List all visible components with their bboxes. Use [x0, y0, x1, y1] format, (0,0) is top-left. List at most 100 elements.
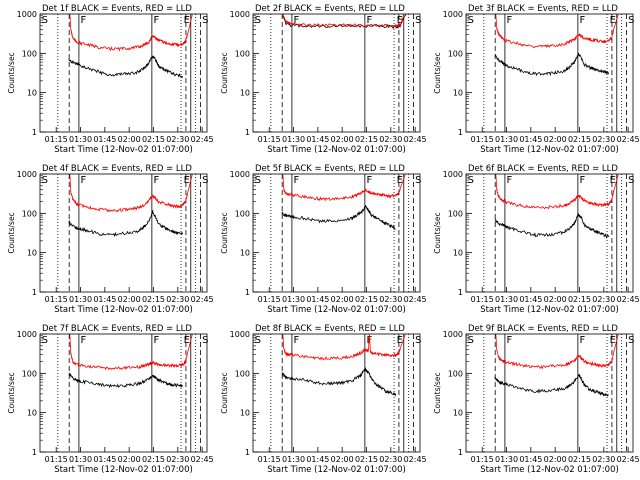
x-tick-label: 01:30: [69, 455, 92, 464]
x-tick-label: 02:00: [118, 295, 141, 304]
x-tick-label: 02:45: [617, 295, 640, 304]
phase-label: S: [468, 335, 474, 346]
y-tick-label: 10: [453, 89, 463, 98]
y-tick-label: 1: [458, 288, 463, 297]
phase-label: S: [202, 175, 208, 186]
x-axis-label: Start Time (12-Nov-02 01:07:00): [267, 145, 406, 155]
x-tick-label: 02:15: [142, 455, 165, 464]
panel-title: Det 7f BLACK = Events, RED = LLD: [42, 324, 192, 334]
y-tick-label: 100: [22, 209, 37, 218]
phase-label: S: [42, 335, 48, 346]
phase-label: S: [42, 175, 48, 186]
y-tick-label: 1: [458, 448, 463, 457]
x-axis-label: Start Time (12-Nov-02 01:07:00): [54, 145, 193, 155]
plot-frame: [39, 333, 208, 453]
lld-series-line: [495, 333, 619, 370]
y-tick-label: 100: [235, 369, 250, 378]
x-tick-label: 02:30: [592, 455, 615, 464]
x-tick-label: 01:45: [93, 295, 116, 304]
panel-title: Det 3f BLACK = Events, RED = LLD: [468, 4, 618, 14]
phase-label: F: [579, 335, 585, 346]
panel-title: Det 2f BLACK = Events, RED = LLD: [255, 4, 405, 14]
x-tick-label: 01:45: [306, 135, 329, 144]
phase-label: S: [202, 335, 208, 346]
phase-label: S: [415, 335, 421, 346]
y-tick-label: 1000: [17, 330, 37, 339]
x-tick-label: 01:15: [45, 455, 68, 464]
y-axis-label: Counts/sec: [7, 52, 16, 93]
panel-title: Det 1f BLACK = Events, RED = LLD: [42, 4, 192, 14]
events-series-line: [494, 52, 610, 77]
x-axis-label: Start Time (12-Nov-02 01:07:00): [480, 145, 619, 155]
x-tick-label: 02:00: [118, 455, 141, 464]
phase-label: F: [579, 15, 585, 26]
x-tick-label: 02:00: [544, 455, 567, 464]
y-tick-label: 10: [240, 89, 250, 98]
x-tick-label: 01:30: [495, 295, 518, 304]
x-tick-label: 01:45: [93, 135, 116, 144]
x-tick-label: 02:00: [331, 295, 354, 304]
phase-label: S: [628, 175, 634, 186]
x-tick-label: 01:15: [45, 135, 68, 144]
x-tick-label: 02:00: [331, 135, 354, 144]
x-tick-label: 01:15: [258, 135, 281, 144]
x-axis-label: Start Time (12-Nov-02 01:07:00): [54, 465, 193, 475]
x-tick-label: 02:45: [191, 135, 214, 144]
panel-det-6: Det 6f BLACK = Events, RED = LLD 1 10 100 10…: [433, 164, 640, 315]
events-series-line: [281, 204, 396, 230]
x-tick-label: 02:00: [544, 135, 567, 144]
y-axis-label: Counts/sec: [220, 372, 229, 413]
lld-series-line: [282, 333, 406, 361]
x-tick-label: 01:45: [519, 135, 542, 144]
x-tick-label: 01:30: [69, 135, 92, 144]
x-tick-label: 01:15: [258, 295, 281, 304]
panel-title: Det 4f BLACK = Events, RED = LLD: [42, 164, 192, 174]
x-tick-label: 02:15: [142, 135, 165, 144]
x-tick-label: 02:00: [544, 295, 567, 304]
plot-frame: [39, 173, 208, 293]
plot-frame: [465, 13, 634, 133]
x-tick-label: 02:30: [592, 295, 615, 304]
y-tick-label: 1000: [443, 170, 463, 179]
events-series-line: [494, 213, 610, 239]
y-axis-label: Counts/sec: [433, 52, 442, 93]
x-tick-label: 01:45: [306, 295, 329, 304]
panel-det-8: Det 8f BLACK = Events, RED = LLD 1 10 100 10…: [220, 324, 427, 475]
phase-label: E: [184, 335, 190, 346]
y-tick-label: 10: [453, 409, 463, 418]
phase-label: S: [255, 335, 261, 346]
phase-label: S: [42, 15, 48, 26]
x-tick-label: 01:15: [471, 295, 494, 304]
phase-label: F: [153, 15, 159, 26]
panel-title: Det 8f BLACK = Events, RED = LLD: [255, 324, 405, 334]
y-tick-label: 1: [32, 288, 37, 297]
x-tick-label: 02:15: [355, 455, 378, 464]
panel-det-9: Det 9f BLACK = Events, RED = LLD 1 10 100 10…: [433, 324, 640, 475]
y-axis-label: Counts/sec: [7, 212, 16, 253]
x-tick-label: 02:15: [355, 135, 378, 144]
x-tick-label: 02:45: [191, 295, 214, 304]
y-tick-label: 100: [235, 209, 250, 218]
y-tick-label: 1: [32, 128, 37, 137]
x-tick-label: 01:45: [306, 455, 329, 464]
x-tick-label: 02:30: [166, 295, 189, 304]
phase-label: F: [366, 15, 372, 26]
y-tick-label: 100: [448, 369, 463, 378]
x-tick-label: 01:30: [69, 295, 92, 304]
events-series-line: [68, 372, 183, 389]
y-tick-label: 100: [448, 49, 463, 58]
y-axis-label: Counts/sec: [220, 212, 229, 253]
y-tick-label: 100: [448, 209, 463, 218]
y-tick-label: 100: [22, 369, 37, 378]
y-tick-label: 1000: [17, 170, 37, 179]
panel-title: Det 6f BLACK = Events, RED = LLD: [468, 164, 618, 174]
y-tick-label: 1000: [443, 10, 463, 19]
x-axis-label: Start Time (12-Nov-02 01:07:00): [480, 305, 619, 315]
plot-frame: [252, 13, 421, 133]
y-tick-label: 1000: [230, 330, 250, 339]
phase-label: F: [507, 175, 513, 186]
y-tick-label: 1000: [230, 10, 250, 19]
lld-series-line: [69, 13, 193, 52]
y-tick-label: 1: [245, 128, 250, 137]
